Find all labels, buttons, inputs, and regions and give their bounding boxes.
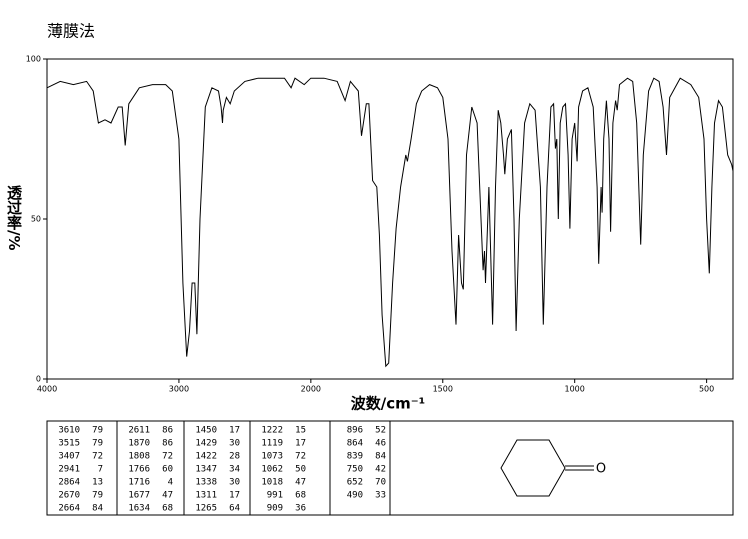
peak-wavenumber: 896 [347,426,363,436]
y-tick-label: 50 [31,215,41,224]
x-tick-label: 2000 [301,385,321,394]
peak-wavenumber: 2611 [128,426,150,436]
peak-transmittance: 17 [229,491,240,501]
peak-transmittance: 84 [375,452,386,462]
peak-wavenumber: 1716 [128,478,150,488]
peak-transmittance: 30 [229,478,240,488]
x-tick-label: 500 [699,385,714,394]
peak-wavenumber: 1062 [261,465,283,475]
peak-wavenumber: 750 [347,465,363,475]
peak-transmittance: 34 [229,465,240,475]
peak-wavenumber: 1870 [128,439,150,449]
peak-transmittance: 7 [98,465,103,475]
peak-wavenumber: 839 [347,452,363,462]
peak-transmittance: 70 [375,478,386,488]
peak-wavenumber: 1265 [195,504,217,514]
peak-wavenumber: 1222 [261,426,283,436]
peak-wavenumber: 1347 [195,465,217,475]
peak-wavenumber: 1677 [128,491,150,501]
x-tick-label: 1500 [433,385,453,394]
peak-transmittance: 72 [92,452,103,462]
peak-wavenumber: 1422 [195,452,217,462]
peak-transmittance: 47 [162,491,173,501]
x-tick-label: 4000 [37,385,57,394]
peak-wavenumber: 1073 [261,452,283,462]
spectrum-line [46,77,734,368]
x-axis-label: 波数/cm⁻¹ [351,395,426,413]
peak-wavenumber: 909 [267,504,283,514]
peak-transmittance: 13 [92,478,103,488]
peak-transmittance: 64 [229,504,240,514]
peak-transmittance: 17 [229,426,240,436]
peak-wavenumber: 2864 [58,478,80,488]
y-tick-label: 100 [26,55,41,64]
peak-wavenumber: 991 [267,491,283,501]
peak-transmittance: 42 [375,465,386,475]
peak-wavenumber: 1429 [195,439,217,449]
peak-wavenumber: 1338 [195,478,217,488]
peak-transmittance: 72 [295,452,306,462]
peak-transmittance: 50 [295,465,306,475]
peak-transmittance: 60 [162,465,173,475]
peak-transmittance: 72 [162,452,173,462]
peak-wavenumber: 652 [347,478,363,488]
peak-wavenumber: 3610 [58,426,80,436]
atom-label: O [596,462,606,477]
peak-wavenumber: 1119 [261,439,283,449]
peak-transmittance: 17 [295,439,306,449]
peak-transmittance: 36 [295,504,306,514]
peak-transmittance: 68 [295,491,306,501]
y-tick-label: 0 [36,375,41,384]
peak-transmittance: 84 [92,504,103,514]
x-tick-label: 3000 [169,385,189,394]
chart-title: 薄膜法 [47,22,95,41]
peak-wavenumber: 490 [347,491,363,501]
ring [500,439,566,497]
peak-wavenumber: 1311 [195,491,217,501]
peak-wavenumber: 3407 [58,452,80,462]
peak-transmittance: 47 [295,478,306,488]
x-tick-label: 1000 [565,385,585,394]
peak-wavenumber: 1766 [128,465,150,475]
peak-transmittance: 15 [295,426,306,436]
peak-transmittance: 86 [162,439,173,449]
peak-transmittance: 86 [162,426,173,436]
peak-wavenumber: 2670 [58,491,80,501]
peak-transmittance: 79 [92,491,103,501]
peak-transmittance: 28 [229,452,240,462]
peak-wavenumber: 3515 [58,439,80,449]
peak-wavenumber: 2941 [58,465,80,475]
peak-wavenumber: 1018 [261,478,283,488]
peak-transmittance: 52 [375,426,386,436]
peak-wavenumber: 2664 [58,504,80,514]
peak-transmittance: 79 [92,426,103,436]
peak-transmittance: 30 [229,439,240,449]
peak-transmittance: 79 [92,439,103,449]
peak-wavenumber: 1808 [128,452,150,462]
peak-transmittance: 68 [162,504,173,514]
y-axis-label: 透过率/% [5,185,23,251]
peak-wavenumber: 864 [347,439,363,449]
peak-transmittance: 4 [168,478,173,488]
peak-transmittance: 33 [375,491,386,501]
peak-transmittance: 46 [375,439,386,449]
peak-wavenumber: 1634 [128,504,150,514]
peak-wavenumber: 1450 [195,426,217,436]
